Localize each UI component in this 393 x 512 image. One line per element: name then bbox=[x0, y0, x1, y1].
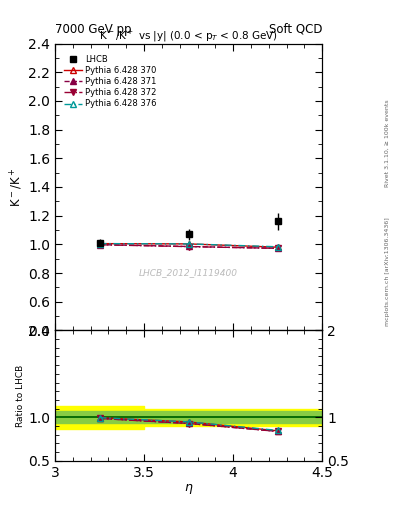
Pythia 6.428 370 bbox=[275, 244, 280, 250]
Legend: LHCB, Pythia 6.428 370, Pythia 6.428 371, Pythia 6.428 372, Pythia 6.428 376: LHCB, Pythia 6.428 370, Pythia 6.428 371… bbox=[62, 53, 158, 110]
Pythia 6.428 370 bbox=[97, 241, 102, 247]
Text: mcplots.cern.ch [arXiv:1306.3436]: mcplots.cern.ch [arXiv:1306.3436] bbox=[385, 217, 389, 326]
Pythia 6.428 372 bbox=[275, 245, 280, 251]
Pythia 6.428 376 bbox=[186, 241, 191, 247]
Text: Soft QCD: Soft QCD bbox=[269, 23, 322, 36]
X-axis label: $\eta$: $\eta$ bbox=[184, 482, 193, 497]
Title: K$^-$/K$^+$ vs |y| (0.0 < p$_{T}$ < 0.8 GeV): K$^-$/K$^+$ vs |y| (0.0 < p$_{T}$ < 0.8 … bbox=[99, 29, 278, 44]
Pythia 6.428 371 bbox=[97, 242, 102, 248]
Line: Pythia 6.428 370: Pythia 6.428 370 bbox=[97, 241, 281, 250]
Pythia 6.428 372 bbox=[186, 244, 191, 250]
Pythia 6.428 371 bbox=[275, 245, 280, 251]
Line: Pythia 6.428 372: Pythia 6.428 372 bbox=[97, 242, 281, 251]
Y-axis label: Ratio to LHCB: Ratio to LHCB bbox=[17, 365, 26, 426]
Pythia 6.428 376 bbox=[97, 241, 102, 247]
Line: Pythia 6.428 376: Pythia 6.428 376 bbox=[97, 241, 281, 249]
Pythia 6.428 370 bbox=[186, 241, 191, 247]
Pythia 6.428 376 bbox=[275, 244, 280, 250]
Y-axis label: K$^-$/K$^+$: K$^-$/K$^+$ bbox=[9, 167, 25, 207]
Line: Pythia 6.428 371: Pythia 6.428 371 bbox=[97, 242, 281, 251]
Text: 7000 GeV pp: 7000 GeV pp bbox=[55, 23, 132, 36]
Text: Rivet 3.1.10, ≥ 100k events: Rivet 3.1.10, ≥ 100k events bbox=[385, 99, 389, 187]
Pythia 6.428 372 bbox=[97, 242, 102, 248]
Text: LHCB_2012_I1119400: LHCB_2012_I1119400 bbox=[139, 268, 238, 278]
Pythia 6.428 371 bbox=[186, 243, 191, 249]
